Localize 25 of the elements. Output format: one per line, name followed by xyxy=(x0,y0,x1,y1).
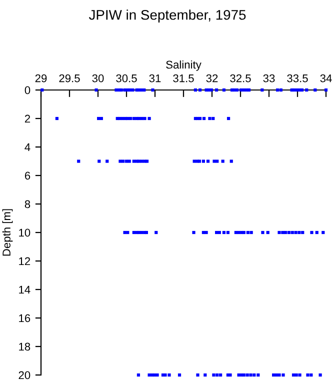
x-tick-label: 30 xyxy=(92,74,104,82)
y-tick-label: 0 xyxy=(24,86,30,94)
x-tick-label: 32.5 xyxy=(230,74,251,82)
x-tick-label: 29.5 xyxy=(59,74,80,82)
y-tick-label: 18 xyxy=(19,342,30,351)
y-tick-label: 14 xyxy=(19,286,30,294)
x-tick-label: 33 xyxy=(263,74,275,82)
x-tick-label: 33.5 xyxy=(287,74,308,82)
y-tick-label: 4 xyxy=(24,143,30,152)
y-axis-title: Depth [m] xyxy=(2,209,13,256)
x-tick-label: 29 xyxy=(35,74,47,82)
x-axis-title: Salinity xyxy=(166,60,202,71)
y-tick-label: 8 xyxy=(24,200,30,208)
x-tick-label: 31.5 xyxy=(173,74,194,82)
x-tick-label: 31 xyxy=(149,74,161,82)
y-tick-label: 12 xyxy=(19,257,30,266)
y-tick-label: 16 xyxy=(19,314,30,322)
x-tick-label: 34 xyxy=(320,74,332,82)
x-tick-label: 32 xyxy=(206,74,218,82)
y-tick-label: 6 xyxy=(24,172,30,180)
y-tick-label: 2 xyxy=(24,114,30,123)
x-tick-label: 30.5 xyxy=(116,74,137,82)
y-tick-label: 10 xyxy=(19,228,30,237)
y-tick-label: 20 xyxy=(18,371,30,380)
chart-title: JPIW in September, 1975 xyxy=(88,10,246,23)
